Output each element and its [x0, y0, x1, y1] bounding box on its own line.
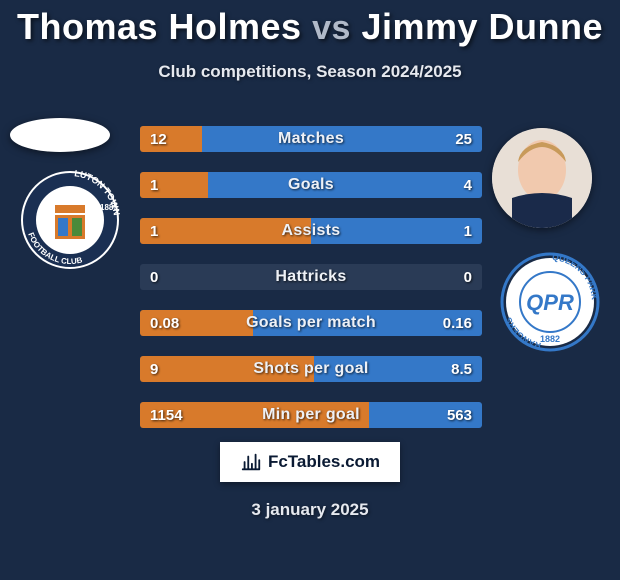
chart-icon — [240, 451, 262, 473]
comparison-title: Thomas Holmes vs Jimmy Dunne — [0, 0, 620, 48]
stat-row: 00Hattricks — [140, 264, 482, 290]
stat-row: 11Assists — [140, 218, 482, 244]
player2-club-badge: QPR QUEENS PARK RANGERS 1882 — [500, 252, 600, 352]
stat-label: Matches — [140, 126, 482, 152]
footer-date: 3 january 2025 — [0, 500, 620, 520]
stat-label: Shots per goal — [140, 356, 482, 382]
stat-row: 1154563Min per goal — [140, 402, 482, 428]
stat-label: Assists — [140, 218, 482, 244]
svg-text:QPR: QPR — [526, 290, 574, 315]
site-logo: FcTables.com — [220, 442, 400, 482]
stat-label: Hattricks — [140, 264, 482, 290]
stats-chart: 1225Matches 14Goals 11Assists 00Hattricks 0.… — [140, 126, 482, 448]
subtitle: Club competitions, Season 2024/2025 — [0, 62, 620, 82]
stat-row: 98.5Shots per goal — [140, 356, 482, 382]
svg-text:1885: 1885 — [100, 203, 118, 212]
player1-club-badge: LUTON TOWN FOOTBALL CLUB 1885 — [20, 170, 120, 270]
player1-name: Thomas Holmes — [17, 6, 302, 47]
stat-label: Goals per match — [140, 310, 482, 336]
svg-text:1882: 1882 — [540, 334, 560, 344]
stat-row: 0.080.16Goals per match — [140, 310, 482, 336]
player2-name: Jimmy Dunne — [361, 6, 603, 47]
stat-label: Min per goal — [140, 402, 482, 428]
stat-row: 14Goals — [140, 172, 482, 198]
stat-label: Goals — [140, 172, 482, 198]
vs-label: vs — [312, 9, 351, 47]
stat-row: 1225Matches — [140, 126, 482, 152]
player1-avatar — [10, 118, 110, 152]
player2-avatar — [492, 128, 592, 228]
site-logo-text: FcTables.com — [268, 452, 380, 472]
